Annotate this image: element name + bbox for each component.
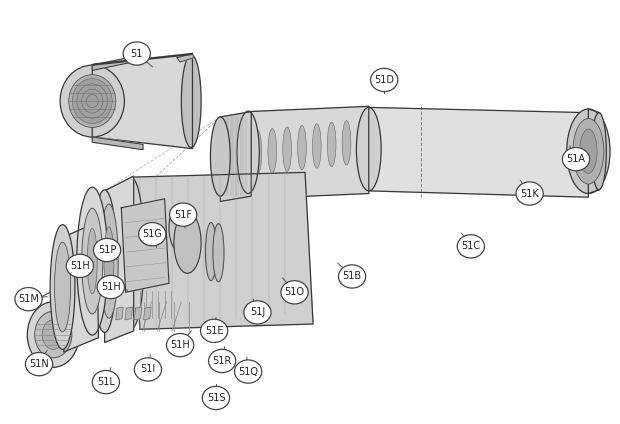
Polygon shape: [116, 307, 123, 320]
Ellipse shape: [253, 130, 262, 175]
Ellipse shape: [60, 65, 125, 137]
Circle shape: [135, 358, 162, 381]
Text: 51Q: 51Q: [238, 366, 258, 377]
Ellipse shape: [27, 302, 79, 367]
Text: 51H: 51H: [170, 340, 190, 350]
Circle shape: [339, 265, 366, 288]
Text: 51K: 51K: [520, 189, 539, 198]
Ellipse shape: [298, 126, 306, 170]
Polygon shape: [122, 199, 169, 292]
Ellipse shape: [210, 117, 230, 196]
Text: 51S: 51S: [206, 393, 225, 403]
Ellipse shape: [87, 229, 97, 294]
Ellipse shape: [169, 204, 191, 251]
Ellipse shape: [77, 84, 107, 118]
Polygon shape: [92, 137, 143, 150]
Circle shape: [457, 235, 484, 258]
Circle shape: [208, 349, 236, 373]
Circle shape: [139, 223, 166, 246]
Text: 51O: 51O: [285, 287, 304, 297]
Circle shape: [66, 254, 94, 277]
Ellipse shape: [213, 223, 224, 282]
Circle shape: [15, 287, 42, 311]
Polygon shape: [105, 176, 134, 343]
Text: 51F: 51F: [174, 209, 192, 220]
Text: 51H: 51H: [101, 282, 121, 292]
Text: 51N: 51N: [29, 359, 49, 369]
Circle shape: [516, 182, 543, 205]
Circle shape: [97, 276, 125, 298]
Text: 51G: 51G: [143, 229, 162, 239]
Circle shape: [371, 68, 398, 92]
Ellipse shape: [327, 122, 336, 167]
Ellipse shape: [77, 187, 108, 335]
Text: 51: 51: [131, 48, 143, 59]
Text: 51H: 51H: [70, 261, 90, 271]
Ellipse shape: [82, 208, 103, 314]
Text: 51A: 51A: [567, 154, 585, 164]
Ellipse shape: [42, 320, 64, 349]
Ellipse shape: [312, 124, 321, 168]
Polygon shape: [177, 53, 193, 62]
Circle shape: [281, 281, 308, 304]
Circle shape: [25, 352, 53, 376]
Text: 51D: 51D: [374, 75, 394, 85]
Ellipse shape: [573, 118, 604, 184]
Text: 51E: 51E: [205, 326, 223, 336]
Text: 51M: 51M: [18, 294, 39, 304]
Polygon shape: [92, 53, 192, 148]
Ellipse shape: [580, 129, 597, 173]
Ellipse shape: [35, 311, 72, 358]
Ellipse shape: [104, 227, 114, 296]
Ellipse shape: [356, 107, 381, 191]
Ellipse shape: [342, 120, 351, 165]
Circle shape: [94, 238, 121, 262]
Text: 51C: 51C: [461, 241, 480, 251]
Text: 51I: 51I: [140, 364, 156, 374]
Circle shape: [167, 334, 193, 357]
Polygon shape: [135, 307, 142, 320]
Ellipse shape: [237, 111, 259, 193]
Ellipse shape: [181, 55, 201, 148]
Text: 51B: 51B: [342, 271, 361, 282]
Ellipse shape: [55, 242, 71, 332]
Text: 51J: 51J: [250, 307, 265, 318]
Ellipse shape: [174, 212, 201, 273]
Polygon shape: [248, 106, 369, 199]
Circle shape: [234, 360, 262, 383]
Polygon shape: [220, 112, 251, 201]
Ellipse shape: [100, 204, 118, 318]
Polygon shape: [92, 53, 192, 65]
Ellipse shape: [92, 190, 117, 332]
Circle shape: [202, 386, 229, 410]
Text: 51P: 51P: [98, 245, 117, 255]
Ellipse shape: [567, 109, 610, 193]
Ellipse shape: [73, 78, 112, 123]
Ellipse shape: [50, 225, 75, 349]
Polygon shape: [144, 307, 151, 320]
Circle shape: [200, 319, 228, 343]
Ellipse shape: [283, 127, 291, 171]
Polygon shape: [132, 173, 313, 329]
Circle shape: [123, 42, 151, 65]
Ellipse shape: [120, 178, 144, 328]
Circle shape: [562, 148, 590, 171]
Polygon shape: [63, 223, 99, 352]
Circle shape: [92, 371, 120, 394]
Ellipse shape: [205, 223, 216, 281]
Polygon shape: [125, 307, 133, 320]
Text: eReplacementParts.com: eReplacementParts.com: [81, 242, 267, 257]
Circle shape: [170, 203, 197, 226]
Ellipse shape: [268, 128, 277, 173]
Ellipse shape: [86, 95, 98, 108]
Polygon shape: [92, 55, 143, 70]
Polygon shape: [588, 109, 600, 193]
Text: 51R: 51R: [213, 356, 232, 366]
Circle shape: [244, 301, 271, 324]
Ellipse shape: [591, 113, 606, 190]
Ellipse shape: [69, 75, 116, 128]
Ellipse shape: [82, 89, 103, 113]
Text: 51L: 51L: [97, 377, 115, 387]
Polygon shape: [369, 107, 588, 197]
